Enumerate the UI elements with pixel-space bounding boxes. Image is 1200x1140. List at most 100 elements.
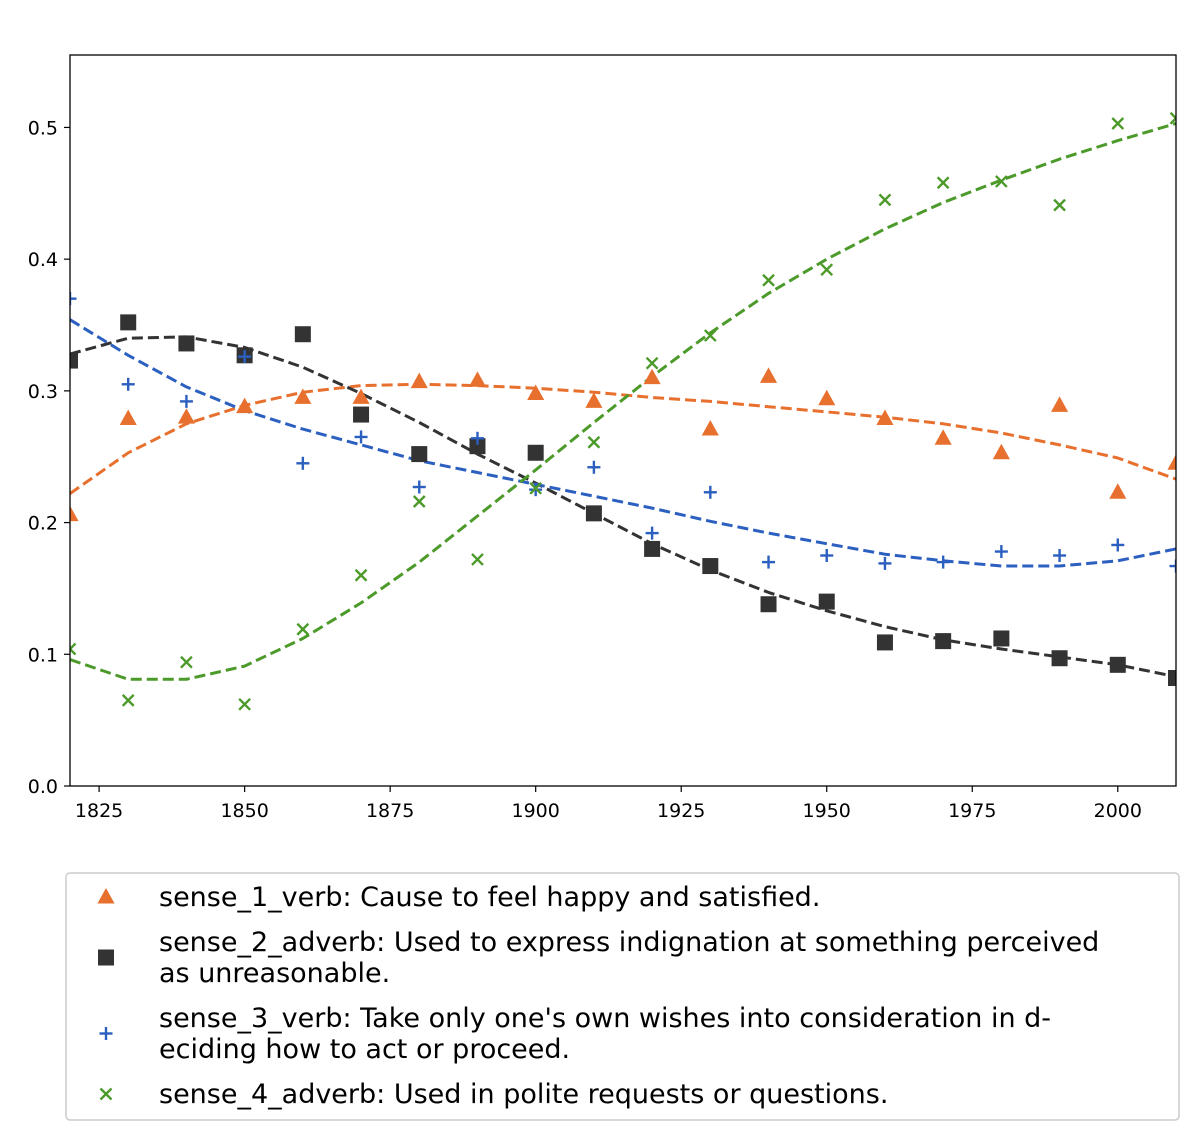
series-2-point <box>935 633 952 650</box>
x-tick-label: 1925 <box>657 800 705 822</box>
series-1-point <box>1109 483 1127 499</box>
series-1-point <box>934 429 952 445</box>
series-1-point <box>177 408 195 424</box>
series-1-point <box>643 368 661 385</box>
data-markers <box>70 111 1176 711</box>
series-4-point <box>238 697 251 711</box>
series-2-point <box>178 335 195 352</box>
series-4-point <box>703 329 717 342</box>
series-1-trend-line <box>70 382 1176 495</box>
series-3-point <box>762 555 776 569</box>
series-1-point <box>119 409 137 426</box>
legend-label-series-1: sense_1_verb: Cause to feel happy and sa… <box>159 882 820 913</box>
series-4-point <box>995 175 1008 188</box>
y-tick-label: 0.2 <box>28 513 58 535</box>
series-1-point <box>818 389 836 406</box>
series-3-point <box>1053 549 1067 563</box>
series-2-point <box>876 634 893 651</box>
series-1-point <box>527 384 545 400</box>
series-4-point <box>529 481 543 495</box>
series-2-point <box>585 505 602 522</box>
series-2-point <box>70 352 78 369</box>
series-1-point <box>352 388 370 404</box>
series-2-point <box>469 438 486 455</box>
series-1-point <box>701 420 719 436</box>
series-1-point <box>294 388 312 404</box>
series-3-point <box>179 394 193 408</box>
series-1-point <box>876 409 894 426</box>
series-2-point <box>818 593 835 610</box>
legend-marker-series-1 <box>97 888 115 904</box>
series-3-point <box>470 431 484 445</box>
series-4-point <box>121 694 135 707</box>
legend-marker-series-2 <box>98 949 114 966</box>
series-3-point <box>70 292 77 306</box>
legend-box <box>65 872 1180 1121</box>
legend-marker-series-3 <box>99 1027 113 1040</box>
series-2-point <box>993 630 1010 647</box>
legend-label-series-2: sense_2_adverb: Used to express indignat… <box>159 927 1099 989</box>
series-3-point <box>1111 538 1125 552</box>
series-3-trend-line <box>70 318 1176 568</box>
series-3-point <box>587 460 601 474</box>
x-tick-label: 2000 <box>1094 800 1142 822</box>
legend-marker-series-4 <box>99 1087 113 1101</box>
series-4-point <box>1169 111 1176 125</box>
y-tick-label: 0.4 <box>28 249 58 271</box>
series-1-point <box>992 443 1010 460</box>
series-3-point <box>645 526 659 540</box>
series-4-point <box>70 642 77 656</box>
series-4-point <box>878 193 892 207</box>
x-axis: 1825 1850 1875 1900 1925 1950 1975 2000 <box>75 786 1142 822</box>
legend-label-series-4: sense_4_adverb: Used in polite requests … <box>159 1079 888 1110</box>
x-tick-label: 1875 <box>366 800 414 822</box>
x-tick-label: 1975 <box>948 800 996 822</box>
series-4-point <box>820 263 834 277</box>
series-3-point <box>1169 559 1176 573</box>
series-2-point <box>353 406 370 423</box>
plot-frame <box>69 54 1177 787</box>
series-4-point <box>587 435 601 449</box>
x-tick-label: 1825 <box>75 800 123 822</box>
series-2-point <box>120 314 137 331</box>
series-4-point <box>354 568 368 582</box>
series-3-point <box>936 555 950 569</box>
y-axis: 0.0 0.1 0.2 0.3 0.4 0.5 <box>28 117 70 798</box>
series-3-point <box>121 377 135 391</box>
series-2-point <box>294 326 311 343</box>
series-3-point <box>354 430 368 444</box>
series-1-point <box>236 397 254 414</box>
series-3-point <box>412 480 426 494</box>
series-2-point <box>1168 669 1176 686</box>
series-1-point <box>410 372 428 389</box>
series-2-point <box>1051 650 1068 667</box>
series-4-point <box>471 553 484 566</box>
series-4-point <box>296 622 310 636</box>
series-1-point <box>759 367 778 383</box>
series-3-point <box>703 485 717 499</box>
series-2-trend-line <box>70 335 1176 679</box>
series-1-point <box>585 392 603 408</box>
y-tick-label: 0.5 <box>28 117 58 139</box>
series-4-point <box>936 176 950 190</box>
series-2-point <box>760 596 777 613</box>
series-1-point <box>70 505 79 522</box>
series-1-point <box>1167 454 1176 470</box>
series-1-point <box>468 371 487 387</box>
series-3-point <box>820 549 834 563</box>
series-3-point <box>994 545 1008 559</box>
y-tick-label: 0.0 <box>28 776 58 798</box>
series-2-point <box>411 446 428 463</box>
x-tick-label: 1950 <box>803 800 851 822</box>
series-3-point <box>238 350 252 364</box>
y-tick-label: 0.1 <box>28 644 58 666</box>
series-1-point <box>1051 396 1069 412</box>
series-4-trend-line <box>70 122 1176 681</box>
series-3-point <box>878 556 892 570</box>
legend: sense_1_verb: Cause to feel happy and sa… <box>65 872 1180 1121</box>
series-3-point <box>296 456 310 470</box>
x-tick-label: 1900 <box>512 800 560 822</box>
series-4-point <box>762 273 775 287</box>
series-2-point <box>644 540 661 557</box>
